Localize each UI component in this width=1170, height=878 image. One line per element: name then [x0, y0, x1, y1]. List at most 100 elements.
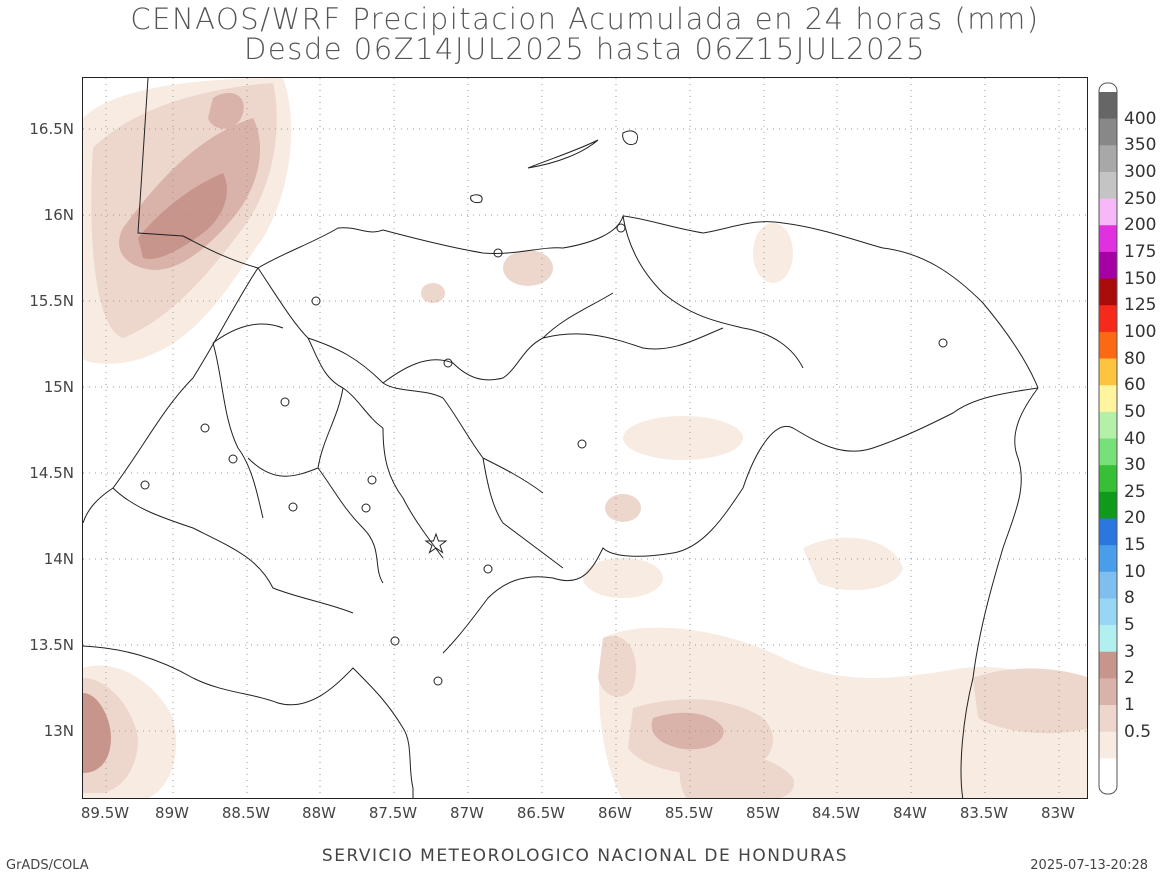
colorbar-swatch — [1099, 678, 1117, 706]
colorbar-outline — [1098, 82, 1118, 795]
station-marker — [280, 397, 290, 407]
footer-agency: SERVICIO METEOROLOGICO NACIONAL DE HONDU… — [321, 846, 849, 866]
precip-area-se — [651, 712, 724, 750]
lon-label: 84.5W — [811, 804, 861, 822]
colorbar-swatch — [1099, 731, 1117, 759]
colorbar — [1098, 82, 1118, 795]
lon-label: 85W — [746, 804, 780, 822]
station-marker — [228, 454, 238, 464]
colorbar-swatch — [1099, 171, 1117, 200]
lon-label: 85.5W — [664, 804, 714, 822]
precip-cell — [583, 558, 663, 598]
colorbar-level-label: 1 — [1124, 695, 1135, 716]
colorbar-level-label: 40 — [1124, 428, 1146, 449]
lon-label: 87.5W — [368, 804, 418, 822]
station-marker — [288, 502, 298, 512]
lon-label: 83.5W — [959, 804, 1009, 822]
colorbar-swatch — [1099, 358, 1117, 386]
precip-cell — [753, 223, 793, 283]
island — [527, 139, 599, 169]
lon-label: 84W — [893, 804, 927, 822]
coastline-north — [257, 215, 1039, 389]
precip-cell — [503, 250, 553, 286]
station-marker — [311, 296, 321, 306]
colorbar-swatch — [1099, 438, 1117, 466]
station-marker — [938, 338, 948, 348]
lat-label: 13.5N — [29, 636, 74, 654]
colorbar-level-label: 400 — [1124, 108, 1157, 129]
colorbar-level-label: 200 — [1124, 215, 1157, 236]
colorbar-swatch — [1099, 305, 1117, 333]
colorbar-swatch — [1099, 491, 1117, 519]
station-marker — [200, 423, 210, 433]
colorbar-level-label: 2 — [1124, 668, 1135, 689]
colorbar-level-label: 5 — [1124, 615, 1135, 636]
border-guatemala — [137, 78, 259, 269]
border-elsalvador — [112, 487, 354, 614]
coastline-east — [960, 387, 1039, 798]
department-boundaries — [212, 215, 804, 584]
colorbar-swatch — [1099, 545, 1117, 573]
station-marker — [483, 564, 493, 574]
colorbar-level-label: 30 — [1124, 455, 1146, 476]
lon-label: 86.5W — [516, 804, 566, 822]
coastline-pacific — [83, 645, 414, 798]
precip-cell — [623, 416, 743, 460]
border-nicaragua — [442, 387, 1039, 654]
station-marker — [493, 248, 503, 258]
colorbar-level-label: 25 — [1124, 481, 1146, 502]
political-boundaries — [83, 78, 1039, 798]
colorbar-swatch — [1099, 411, 1117, 439]
colorbar-level-label: 175 — [1124, 241, 1157, 262]
colorbar-level-label: 20 — [1124, 508, 1146, 529]
precip-area-se — [679, 753, 794, 798]
lat-label: 13N — [43, 722, 74, 740]
colorbar-swatch — [1099, 625, 1117, 653]
map-title-line2: Desde 06Z14JUL2025 hasta 06Z15JUL2025 — [244, 32, 926, 66]
colorbar-swatch — [1099, 758, 1117, 786]
station-marker — [390, 636, 400, 646]
colorbar-level-label: 10 — [1124, 561, 1146, 582]
colorbar-level-label: 80 — [1124, 348, 1146, 369]
precip-area-se — [803, 537, 903, 591]
footer-software: GrADS/COLA — [6, 858, 89, 873]
lon-label: 89.5W — [80, 804, 130, 822]
colorbar-swatch — [1099, 278, 1117, 306]
lon-label: 87W — [450, 804, 484, 822]
colorbar-swatch — [1099, 92, 1117, 120]
lat-label: 16.5N — [29, 120, 74, 138]
lon-label: 88W — [302, 804, 336, 822]
precip-area-sw — [83, 693, 111, 773]
island — [622, 130, 638, 146]
lat-label: 14N — [43, 550, 74, 568]
colorbar-swatch — [1099, 518, 1117, 546]
colorbar-level-label: 60 — [1124, 375, 1146, 396]
map-title-line1: CENAOS/WRF Precipitacion Acumulada en 24… — [130, 2, 1040, 36]
precip-area-se — [598, 636, 637, 697]
colorbar-swatch — [1099, 331, 1117, 360]
lon-label: 88.5W — [221, 804, 271, 822]
colorbar-level-label: 3 — [1124, 641, 1135, 662]
colorbar-level-label: 50 — [1124, 401, 1146, 422]
precip-cell — [421, 283, 445, 303]
lat-label: 15N — [43, 378, 74, 396]
border-guatemala — [83, 267, 259, 524]
colorbar-swatch — [1099, 198, 1117, 226]
colorbar-swatch — [1099, 251, 1117, 280]
lon-label: 83W — [1041, 804, 1075, 822]
precip-area-nw — [208, 93, 244, 129]
colorbar-level-label: 300 — [1124, 161, 1157, 182]
colorbar-level-label: 350 — [1124, 135, 1157, 156]
colorbar-level-label: 15 — [1124, 535, 1146, 556]
colorbar-level-label: 8 — [1124, 588, 1135, 609]
precipitation-map — [82, 77, 1088, 799]
lat-label: 15.5N — [29, 292, 74, 310]
colorbar-swatch — [1099, 225, 1117, 253]
colorbar-level-label: 150 — [1124, 268, 1157, 289]
colorbar-level-label: 100 — [1124, 321, 1157, 342]
colorbar-swatch — [1099, 465, 1117, 493]
island — [470, 194, 483, 204]
station-marker — [577, 439, 587, 449]
colorbar-level-label: 125 — [1124, 295, 1157, 316]
station-marker — [433, 676, 443, 686]
